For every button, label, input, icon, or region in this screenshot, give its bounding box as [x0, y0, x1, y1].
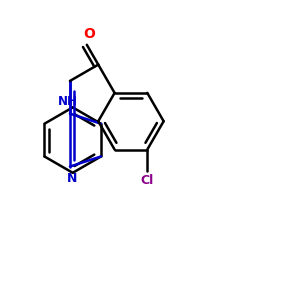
Text: NH: NH [58, 95, 78, 108]
Text: N: N [67, 172, 77, 185]
Text: Cl: Cl [141, 174, 154, 187]
Text: O: O [83, 27, 95, 41]
